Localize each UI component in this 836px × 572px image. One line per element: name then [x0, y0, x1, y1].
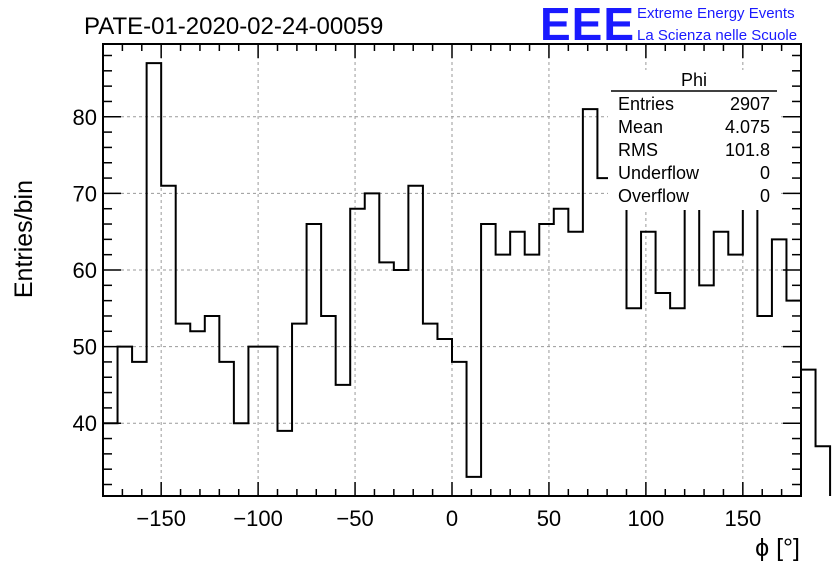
y-axis-label: Entries/bin — [10, 180, 38, 298]
chart-title: PATE-01-2020-02-24-00059 — [84, 13, 383, 40]
x-tick-labels: −150 −100 −50 0 50 100 150 — [136, 506, 761, 531]
axis-ticks — [102, 44, 802, 496]
stats-value: 0 — [760, 186, 770, 206]
stats-label: Overflow — [618, 186, 690, 206]
x-tick-label: 100 — [628, 506, 665, 531]
stats-label: RMS — [618, 140, 658, 160]
stats-value: 101.8 — [725, 140, 770, 160]
stats-box: Phi Entries 2907 Mean 4.075 RMS 101.8 Underflo… — [608, 70, 780, 210]
eee-logo-mark: EEE — [540, 0, 635, 50]
stats-value: 0 — [760, 163, 770, 183]
stats-label: Underflow — [618, 163, 700, 183]
histogram-outline — [102, 62, 832, 496]
y-tick-label: 50 — [73, 335, 97, 360]
y-tick-label: 60 — [73, 258, 97, 283]
x-tick-label: 150 — [724, 506, 761, 531]
stats-label: Entries — [618, 94, 674, 114]
stats-rows: Entries 2907 Mean 4.075 RMS 101.8 Underflow 0 Ov… — [618, 94, 770, 206]
x-axis-label: ϕ [°] — [755, 534, 800, 562]
x-tick-label: 0 — [446, 506, 458, 531]
eee-logo-line2: La Scienza nelle Scuole — [637, 27, 797, 44]
y-tick-label: 40 — [73, 411, 97, 436]
x-tick-label: 50 — [537, 506, 561, 531]
y-tick-label: 80 — [73, 105, 97, 130]
y-tick-label: 70 — [73, 181, 97, 206]
stats-box-background — [608, 70, 780, 210]
x-tick-label: −100 — [233, 506, 283, 531]
y-tick-labels: 40 50 60 70 80 — [73, 105, 97, 436]
x-tick-label: −50 — [336, 506, 373, 531]
eee-logo: EEE Extreme Energy Events La Scienza nel… — [540, 0, 797, 50]
eee-logo-line1: Extreme Energy Events — [637, 5, 795, 22]
stats-label: Mean — [618, 117, 663, 137]
x-tick-label: −150 — [136, 506, 186, 531]
stats-value: 4.075 — [725, 117, 770, 137]
stats-value: 2907 — [730, 94, 770, 114]
stats-box-title: Phi — [681, 70, 707, 90]
